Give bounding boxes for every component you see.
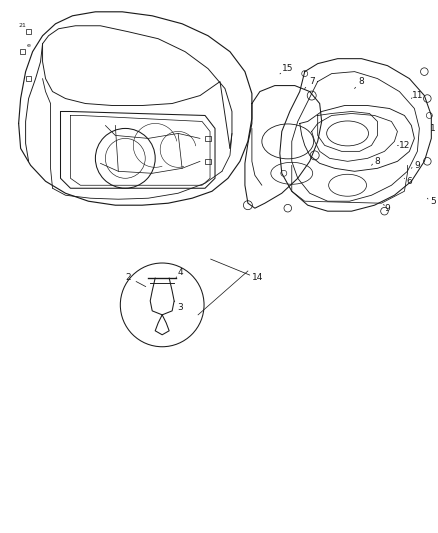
Bar [26, 29, 32, 35]
Text: 9: 9 [385, 204, 390, 213]
Text: 3: 3 [177, 303, 183, 312]
Text: 15: 15 [282, 64, 293, 73]
Text: 14: 14 [252, 273, 264, 282]
Text: 1: 1 [431, 124, 436, 133]
Text: 2: 2 [125, 273, 131, 282]
Text: e: e [27, 43, 31, 48]
Text: 4: 4 [177, 269, 183, 278]
Text: 8: 8 [374, 157, 380, 166]
Bar [205, 136, 211, 141]
Text: 11: 11 [412, 91, 423, 100]
Bar [20, 49, 25, 54]
Text: 21: 21 [19, 23, 27, 28]
Text: 7: 7 [309, 77, 314, 86]
Bar [205, 159, 211, 164]
Bar [26, 76, 32, 82]
Text: 5: 5 [431, 197, 436, 206]
Text: 9: 9 [414, 161, 420, 170]
Text: 8: 8 [359, 77, 364, 86]
Text: 12: 12 [399, 141, 410, 150]
Text: 6: 6 [406, 177, 412, 186]
